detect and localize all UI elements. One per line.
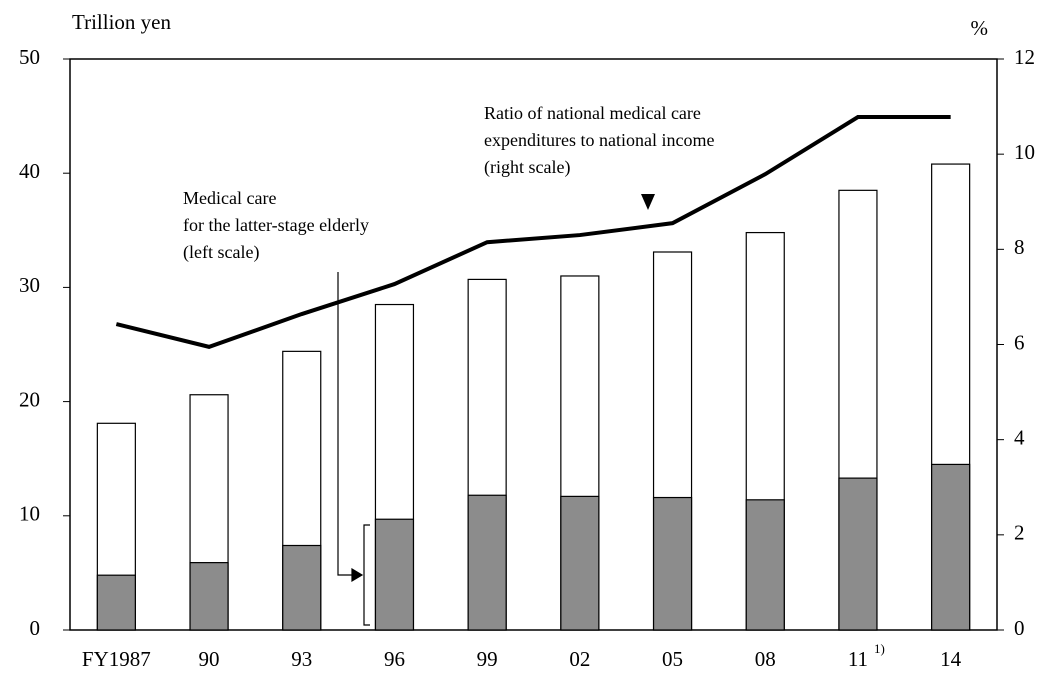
callout-pointer	[641, 194, 655, 210]
bar	[652, 496, 693, 631]
bar	[838, 477, 878, 631]
annotation: (right scale)	[484, 157, 570, 178]
bar	[189, 562, 229, 631]
y2-tick-label: 4	[1014, 425, 1025, 449]
bar	[467, 494, 507, 631]
y2-tick-label: 2	[1014, 521, 1025, 545]
x-tick-label: FY1987	[82, 647, 151, 671]
callout-arrow	[337, 272, 370, 626]
y-tick-label: 30	[19, 273, 40, 297]
x-tick-label: 96	[384, 647, 405, 671]
x-tick-label: 90	[199, 647, 220, 671]
annotation: (left scale)	[183, 242, 259, 263]
y2-tick-label: 8	[1014, 235, 1025, 259]
annotation: Medical care	[183, 188, 276, 208]
line	[115, 115, 951, 349]
x-tick-label: 99	[477, 647, 498, 671]
bar	[96, 574, 136, 631]
y2-tick-label: 10	[1014, 140, 1035, 164]
x-tick-label: 11	[848, 647, 868, 671]
y-tick-label: 0	[30, 616, 41, 640]
y-tick-label: 10	[19, 502, 40, 526]
annotation: expenditures to national income	[484, 130, 714, 150]
annotation: for the latter-stage elderly	[183, 215, 369, 235]
y2-axis-label: %	[971, 16, 989, 40]
bar	[560, 495, 600, 631]
y-tick-label: 20	[19, 387, 40, 411]
y2-tick-label: 12	[1014, 45, 1035, 69]
y-tick-label: 40	[19, 159, 40, 183]
annotation: Ratio of national medical care	[484, 103, 701, 123]
bar	[931, 463, 971, 631]
bar	[374, 518, 415, 631]
x-tick-note: 1)	[874, 641, 885, 656]
y-tick-label: 50	[19, 45, 40, 69]
y-axis-label: Trillion yen	[72, 10, 171, 34]
x-tick-label: 14	[940, 647, 962, 671]
y2-tick-label: 0	[1014, 616, 1025, 640]
x-tick-label: 05	[662, 647, 683, 671]
bar	[282, 544, 322, 631]
x-tick-label: 93	[291, 647, 312, 671]
y2-tick-label: 6	[1014, 330, 1025, 354]
bar	[745, 499, 785, 631]
x-tick-label: 08	[755, 647, 776, 671]
x-tick-label: 02	[569, 647, 590, 671]
